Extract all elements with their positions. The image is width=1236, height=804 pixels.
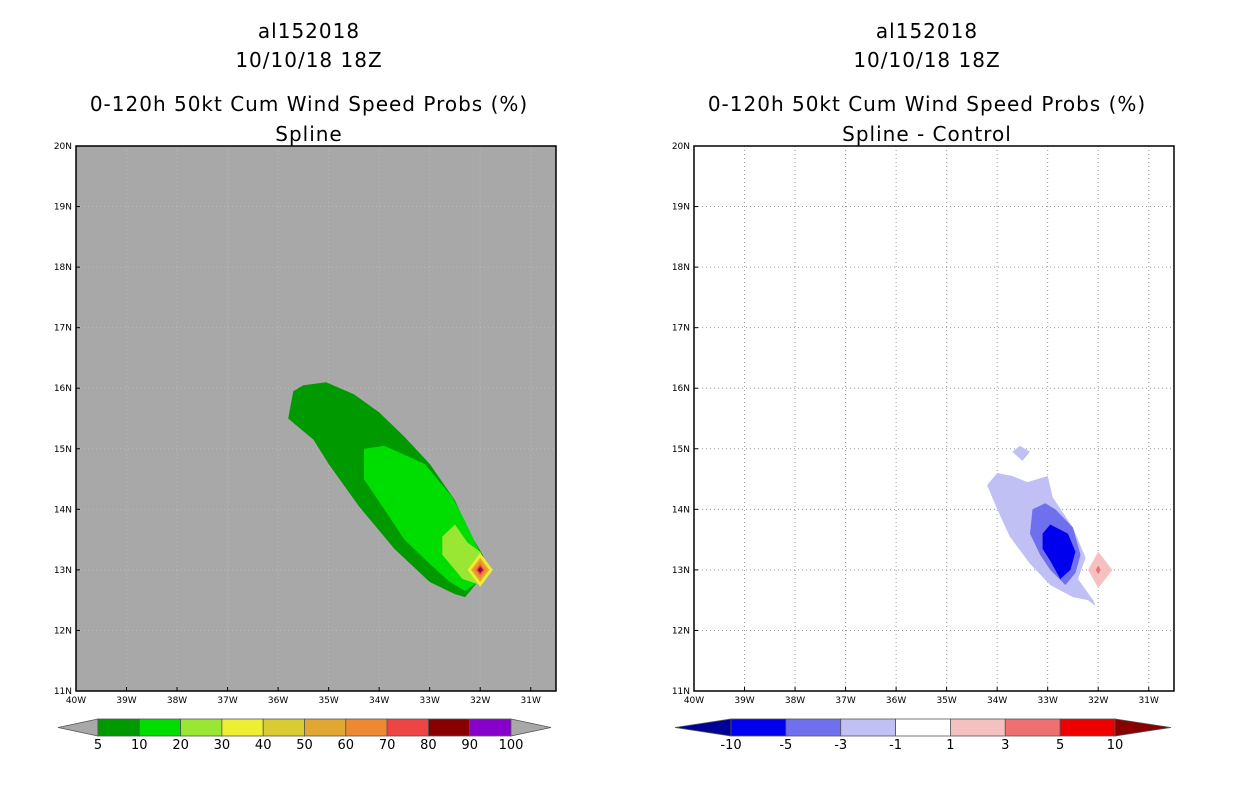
title-line-4: Spline xyxy=(275,122,342,146)
title-line-2: 10/10/18 18Z xyxy=(853,48,1000,72)
colorbar-label: -5 xyxy=(779,738,792,753)
y-tick-label: 19N xyxy=(672,203,690,213)
y-tick-label: 20N xyxy=(54,142,72,152)
colorbar-label: 50 xyxy=(296,738,313,753)
colorbar-over-arrow xyxy=(510,718,552,737)
colorbar-label: 70 xyxy=(379,738,396,753)
x-tick-label: 40W xyxy=(684,696,704,706)
contour-region--10to-5 xyxy=(1042,524,1076,579)
colorbar-box xyxy=(1059,718,1116,737)
x-tick-label: 33W xyxy=(1038,696,1058,706)
colorbar-label: 10 xyxy=(1107,738,1124,753)
x-tick-label: 35W xyxy=(936,696,956,706)
colorbar-box xyxy=(469,718,512,737)
colorbar-label: 5 xyxy=(1056,738,1064,753)
y-tick-label: 11N xyxy=(54,687,72,697)
colorbar-box xyxy=(386,718,429,737)
plot-frame xyxy=(693,145,1175,692)
x-tick-label: 40W xyxy=(66,696,86,706)
colorbar-over-arrow xyxy=(1114,718,1172,737)
colorbar-label: 100 xyxy=(499,738,524,753)
y-tick-label: 13N xyxy=(672,566,690,576)
y-tick-label: 13N xyxy=(54,566,72,576)
colorbar-label: -1 xyxy=(889,738,902,753)
y-tick-label: 15N xyxy=(54,445,72,455)
x-tick-label: 34W xyxy=(987,696,1007,706)
x-tick-label: 37W xyxy=(217,696,237,706)
colorbar-box xyxy=(730,718,787,737)
x-tick-label: 39W xyxy=(116,696,136,706)
title-line-1: al152018 xyxy=(876,19,978,43)
x-tick-label: 31W xyxy=(1139,696,1159,706)
colorbar-label: 80 xyxy=(420,738,437,753)
colorbar-box xyxy=(304,718,347,737)
x-tick-label: 38W xyxy=(785,696,805,706)
colorbar-box xyxy=(138,718,182,737)
colorbar-label: 90 xyxy=(461,738,478,753)
x-tick-label: 35W xyxy=(318,696,338,706)
y-tick-label: 12N xyxy=(54,626,72,636)
colorbar-label: 40 xyxy=(255,738,272,753)
colorbar-label: 5 xyxy=(94,738,102,753)
x-tick-label: 34W xyxy=(369,696,389,706)
x-tick-label: 37W xyxy=(835,696,855,706)
y-tick-label: 16N xyxy=(672,384,690,394)
colorbar-label: 10 xyxy=(131,738,148,753)
y-tick-label: 14N xyxy=(54,505,72,515)
colorbar-box xyxy=(1004,718,1061,737)
colorbar-box xyxy=(345,718,388,737)
y-tick-label: 12N xyxy=(672,626,690,636)
y-tick-label: 16N xyxy=(54,384,72,394)
x-tick-label: 31W xyxy=(521,696,541,706)
colorbar-box xyxy=(895,718,951,737)
y-tick-label: 18N xyxy=(672,263,690,273)
right-panel-spline-minus-control: al152018 10/10/18 18Z 0-120h 50kt Cum Wind… xyxy=(672,19,1175,753)
colorbar-label: -3 xyxy=(834,738,847,753)
colorbar-box xyxy=(221,718,264,737)
colorbar-label: 1 xyxy=(946,738,954,753)
title-line-1: al152018 xyxy=(258,19,360,43)
x-tick-label: 32W xyxy=(1088,696,1108,706)
colorbar-box xyxy=(97,718,140,737)
colorbar-box xyxy=(180,718,223,737)
x-tick-label: 32W xyxy=(470,696,490,706)
contour-region--3to-1 xyxy=(1012,445,1030,461)
title-line-3: 0-120h 50kt Cum Wind Speed Probs (%) xyxy=(708,92,1146,116)
y-tick-label: 18N xyxy=(54,263,72,273)
y-tick-label: 15N xyxy=(672,445,690,455)
title-line-4: Spline - Control xyxy=(842,122,1012,146)
colorbar-label: 60 xyxy=(338,738,355,753)
x-tick-label: 36W xyxy=(886,696,906,706)
x-tick-label: 39W xyxy=(734,696,754,706)
colorbar-box xyxy=(427,718,471,737)
x-tick-label: 38W xyxy=(167,696,187,706)
colorbar-label: 20 xyxy=(172,738,189,753)
left-panel-spline: al152018 10/10/18 18Z 0-120h 50kt Cum Wind… xyxy=(54,19,557,753)
colorbar-box xyxy=(950,718,1006,737)
plot-area xyxy=(694,146,1174,691)
y-tick-label: 17N xyxy=(672,324,690,334)
x-tick-label: 36W xyxy=(268,696,288,706)
colorbar-label: -10 xyxy=(720,738,741,753)
colorbar-label: 30 xyxy=(214,738,231,753)
colorbar-box xyxy=(840,718,896,737)
colorbar-under-arrow xyxy=(674,718,732,737)
y-tick-label: 11N xyxy=(672,687,690,697)
colorbar-label: 3 xyxy=(1001,738,1009,753)
contour-region-90-100 xyxy=(478,568,482,572)
title-line-3: 0-120h 50kt Cum Wind Speed Probs (%) xyxy=(90,92,528,116)
y-tick-label: 19N xyxy=(54,203,72,213)
x-tick-label: 33W xyxy=(420,696,440,706)
plot-frame xyxy=(75,145,557,692)
colorbar-box xyxy=(262,718,305,737)
y-tick-label: 14N xyxy=(672,505,690,515)
contour-region-3to5 xyxy=(1095,565,1101,575)
title-line-2: 10/10/18 18Z xyxy=(235,48,382,72)
y-tick-label: 20N xyxy=(672,142,690,152)
colorbar-under-arrow xyxy=(57,718,99,737)
y-tick-label: 17N xyxy=(54,324,72,334)
colorbar-box xyxy=(785,718,842,737)
